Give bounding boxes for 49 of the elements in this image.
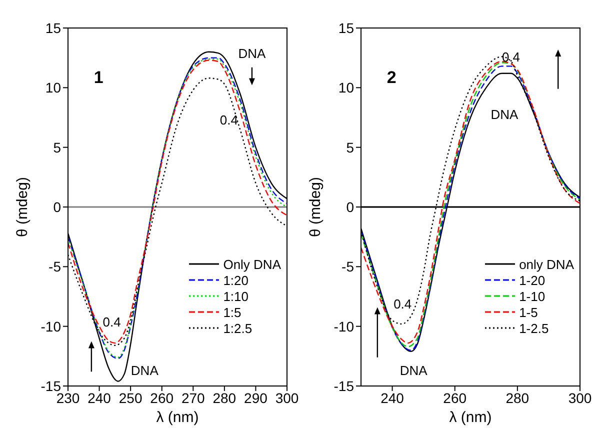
annotation: DNA <box>130 362 159 378</box>
y-tick-label: 10 <box>45 80 62 96</box>
y-tick-label: 15 <box>45 20 62 36</box>
x-tick-label: 240 <box>380 390 404 406</box>
y-tick-label: -5 <box>342 258 354 275</box>
x-tick-label: 270 <box>181 390 206 406</box>
y-tick-label: -10 <box>334 318 354 334</box>
y-axis-title: θ (mdeg) <box>307 176 324 238</box>
y-tick-label: 5 <box>346 139 354 156</box>
annotation: 0.4 <box>502 50 520 65</box>
x-tick-label: 260 <box>150 390 174 406</box>
x-tick-label: 300 <box>568 390 592 406</box>
legend-label: 1-10 <box>519 288 546 304</box>
annotation: 0.4 <box>102 314 121 330</box>
annotation: DNA <box>400 362 428 378</box>
legend-label: only DNA <box>519 256 574 272</box>
legend-label: Only DNA <box>223 256 281 272</box>
y-tick-label: -15 <box>334 378 354 394</box>
legend-label: 1-5 <box>519 304 538 320</box>
x-tick-label: 290 <box>244 390 268 406</box>
annotation: 1 <box>94 68 104 88</box>
y-tick-label: 5 <box>53 139 62 156</box>
x-axis-title: λ (nm) <box>156 409 199 426</box>
annotation: DNA <box>490 106 518 122</box>
y-tick-label: 0 <box>53 198 62 215</box>
legend-label: 1:20 <box>223 272 249 288</box>
annotation: 0.4 <box>220 112 238 128</box>
y-tick-label: -15 <box>40 378 62 394</box>
y-axis-title: θ (mdeg) <box>14 176 31 238</box>
y-tick-label: 15 <box>338 20 354 36</box>
x-tick-label: 260 <box>443 390 467 406</box>
legend-label: 1:5 <box>223 304 242 320</box>
x-tick-label: 250 <box>118 390 142 406</box>
x-tick-label: 280 <box>212 390 236 406</box>
annotation: 2 <box>386 68 396 88</box>
x-tick-label: 280 <box>506 390 530 406</box>
annotation: 0.4 <box>394 296 412 312</box>
x-axis-title: λ (nm) <box>449 409 492 426</box>
y-tick-label: -10 <box>40 318 62 334</box>
annotation: DNA <box>238 46 266 62</box>
y-tick-label: 0 <box>346 198 354 215</box>
legend-label: 1:2.5 <box>223 320 252 336</box>
y-tick-label: -5 <box>48 258 62 275</box>
legend-label: 1-2.5 <box>519 320 549 336</box>
legend-label: 1:10 <box>223 288 249 304</box>
y-tick-label: 10 <box>338 80 354 96</box>
x-tick-label: 240 <box>88 390 112 406</box>
x-tick-label: 300 <box>275 390 299 406</box>
legend-label: 1-20 <box>519 272 546 288</box>
